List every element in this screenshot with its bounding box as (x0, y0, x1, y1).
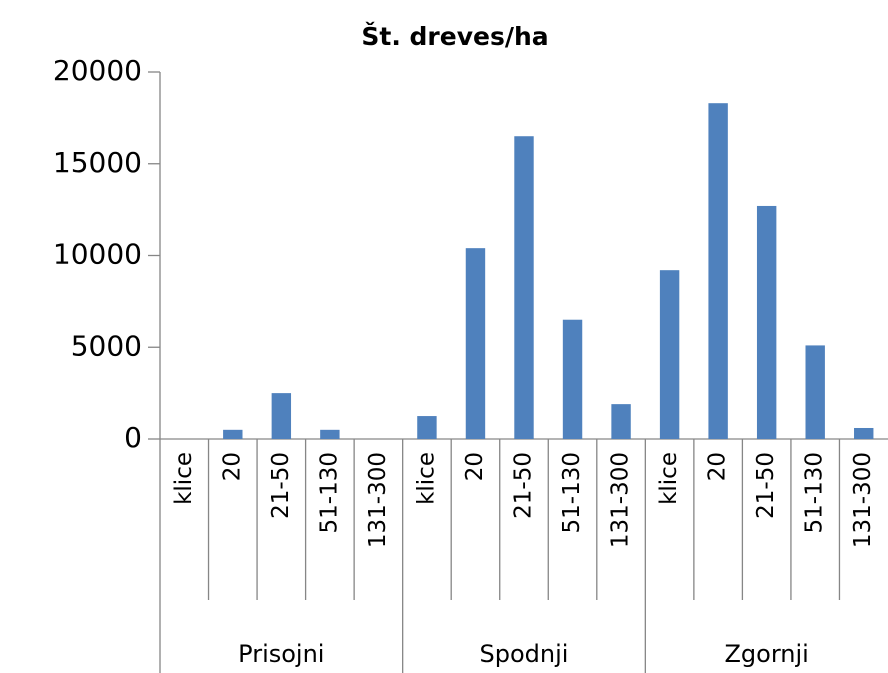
bar (320, 429, 340, 439)
x-tick-label: 20 (705, 452, 731, 481)
bar (514, 136, 534, 439)
y-tick-label: 10000 (53, 238, 142, 271)
x-tick-label: 20 (462, 452, 488, 481)
x-tick-label: 21-50 (753, 452, 779, 519)
y-tick-label: 15000 (53, 146, 142, 179)
group-label: Zgornji (724, 640, 808, 668)
x-tick-label: klice (413, 452, 439, 505)
bar (271, 393, 292, 439)
bar (465, 248, 486, 439)
bar (854, 427, 874, 439)
y-tick-label: 0 (124, 421, 142, 454)
bar (659, 270, 680, 439)
x-tick-label: 21-50 (268, 452, 294, 519)
x-tick-label: 51-130 (802, 452, 828, 533)
group-label: Spodnji (480, 640, 569, 668)
x-tick-label: 51-130 (559, 452, 585, 533)
bar (611, 404, 631, 439)
x-tick-label: klice (656, 452, 682, 505)
x-tick-label: 20 (219, 452, 245, 481)
x-tick-label: klice (171, 452, 197, 505)
bar (417, 416, 437, 439)
group-label: Prisojni (238, 640, 324, 668)
x-tick-label: 21-50 (511, 452, 537, 519)
bar (562, 319, 583, 439)
x-tick-label: 131-300 (608, 452, 634, 548)
bar (223, 429, 243, 439)
bar (756, 205, 777, 439)
x-tick-label: 131-300 (365, 452, 391, 548)
y-tick-label: 20000 (53, 54, 142, 87)
x-tick-label: 51-130 (316, 452, 342, 533)
y-tick-label: 5000 (71, 329, 142, 362)
x-tick-label: 131-300 (850, 452, 876, 548)
bar (708, 103, 728, 439)
bar (805, 345, 825, 439)
chart-title: Št. dreves/ha (361, 21, 548, 51)
